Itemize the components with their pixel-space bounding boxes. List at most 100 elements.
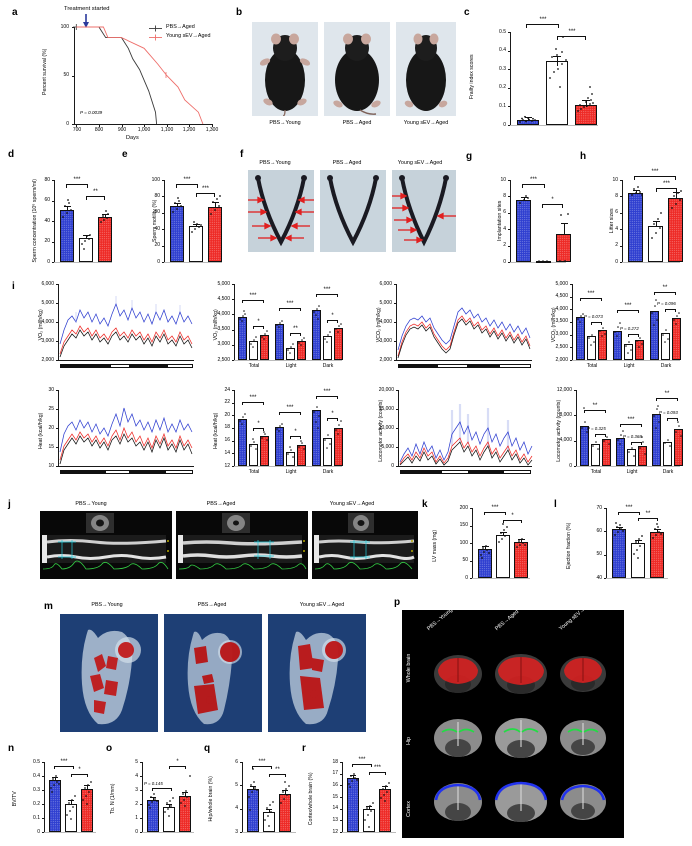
y-tick-label: 3 (235, 828, 238, 835)
survival-curves (73, 24, 204, 125)
panel-n-scatter (50, 775, 92, 820)
y-tick-label: 4,500 (217, 295, 230, 302)
sig-label: ** (592, 403, 598, 409)
x-tick-label: 1,300 (205, 127, 219, 133)
y-tick-label: 0 (135, 828, 138, 835)
panel-c: c Frailty index scores 0 0.1 0.2 0.3 0.4… (462, 6, 690, 142)
y-tick-label: 4 (135, 772, 138, 779)
panel-p: p PBS→Young PBS→Aged Young sEV→Aged Whol… (392, 596, 690, 844)
vco2-bar-chart: VCO₂ (ml/h/kg) 2,000 2,500 3,000 3,500 4… (534, 278, 690, 380)
y-tick-label: 22 (224, 399, 230, 405)
y-tick-label: 6,000 (41, 280, 54, 287)
y-tick-label: 18 (224, 424, 230, 431)
sig-label: *** (323, 389, 331, 395)
sig-bracket (584, 410, 606, 413)
x-tick-label: Dark (322, 469, 334, 475)
panel-f-letter: f (240, 149, 244, 160)
vo2-traces (59, 296, 193, 358)
sig-label: *** (625, 505, 633, 511)
panel-r-letter: r (302, 743, 306, 754)
sig-bracket (628, 334, 639, 337)
legend-label: Young sEV→Aged (166, 33, 211, 39)
y-tick-label: 4,000 (41, 318, 54, 325)
panel-j-caption: Young sEV→Aged (329, 501, 375, 507)
sig-bracket (352, 764, 372, 767)
panel-d-scatter (62, 199, 109, 250)
panel-r-scatter (348, 773, 390, 828)
panel-b-letter: b (236, 7, 243, 18)
panel-k-letter: k (422, 499, 428, 510)
y-tick-label: 4,000 (217, 310, 230, 317)
panel-o-scatter (148, 775, 191, 817)
panel-q-letter: q (204, 743, 211, 754)
y-tick-label: 10 (500, 176, 506, 183)
p-value-label: P = 0.145 (144, 781, 163, 786)
y-tick-label: 6 (503, 209, 506, 216)
sig-bracket (152, 788, 172, 791)
y-tick-label: 0 (157, 258, 160, 265)
y-tick-label: 5,000 (555, 280, 568, 287)
echo-image-young-sev-aged (312, 511, 418, 579)
panel-d: d Sperm concentration (10⁶ sperm/ml) 0 2… (6, 148, 116, 270)
panel-g-scatter (519, 195, 569, 262)
panel-e-letter: e (122, 149, 128, 160)
sig-label: *** (249, 395, 257, 401)
panel-g-y-axis (510, 180, 511, 262)
sig-bracket (595, 434, 606, 437)
sig-bracket (253, 428, 264, 431)
panel-j-caption: PBS→Young (75, 501, 107, 507)
panel-l-scatter (614, 522, 662, 559)
sig-bracket (631, 442, 642, 445)
y-tick-label: 0 (615, 258, 618, 265)
panel-q: q Hip/whole brain (%) 3 4 5 6 *** ** (202, 740, 302, 844)
sig-bracket (667, 418, 678, 421)
y-tick-label: 20 (224, 411, 230, 418)
sig-label: * (257, 421, 260, 427)
sig-bracket (290, 436, 301, 439)
y-tick-label: 0.3 (499, 65, 506, 72)
panel-f: f PBS→Young PBS→Aged Young sEV→Aged (238, 148, 456, 270)
sig-bracket (71, 774, 88, 777)
y-tick-label: 60 (154, 209, 160, 216)
y-tick-label: 3,500 (217, 326, 230, 333)
panel-c-x-axis (510, 125, 598, 126)
uterus-photo-pbs-young (248, 170, 314, 252)
y-tick-label: 8 (503, 192, 506, 199)
panel-g-letter: g (466, 151, 473, 162)
echo-image-pbs-aged (176, 511, 308, 579)
y-tick-label: 0.1 (33, 814, 40, 821)
brain-mri-images (434, 654, 606, 822)
panel-i: i VO₂ (ml/h/kg) 2,000 3,000 4,000 5,000 … (6, 276, 690, 494)
y-tick-label: 5 (135, 758, 138, 765)
sig-bracket (542, 204, 563, 208)
x-tick-label: Dark (662, 469, 674, 475)
sig-label: *** (258, 759, 266, 765)
heat-trace-chart: Heat (kcal/h/kg) 10 15 20 25 30 (20, 384, 198, 488)
sig-bracket (242, 402, 264, 405)
sig-label: * (551, 197, 554, 203)
sig-bracket (617, 310, 639, 313)
panel-c-y-axis (510, 32, 511, 125)
vco2-trace-chart: VCO₂ (ml/h/kg) 2,000 3,000 4,000 5,000 6… (358, 278, 536, 380)
y-tick-label: 2,000 (41, 356, 54, 363)
sig-label: *** (249, 293, 257, 299)
sig-label: * (511, 513, 514, 519)
tick (211, 124, 213, 127)
x-tick-label: 1,100 (160, 127, 174, 133)
p-value-label: P = 0.272 (620, 326, 639, 331)
panel-h-x-axis (622, 262, 680, 263)
panel-p-row-label: Hip (406, 736, 412, 746)
y-tick-label: 0 (391, 462, 394, 469)
heat-bars-scatter (239, 406, 342, 458)
panel-d-x-axis (54, 262, 112, 263)
y-tick-label: 5,000 (381, 443, 394, 450)
y-tick-label: 50 (462, 557, 468, 563)
y-tick-label: 2 (135, 800, 138, 807)
loco-trace-chart: Locomotor activity (counts) 0 5,000 10,0… (358, 384, 536, 488)
x-tick-label: 700 (72, 127, 82, 133)
legend-marker-icon (149, 34, 162, 41)
echo-image-pbs-young (40, 511, 172, 579)
sig-label: ** (645, 511, 651, 517)
sig-bracket (54, 766, 74, 769)
sig-label: * (78, 767, 81, 773)
